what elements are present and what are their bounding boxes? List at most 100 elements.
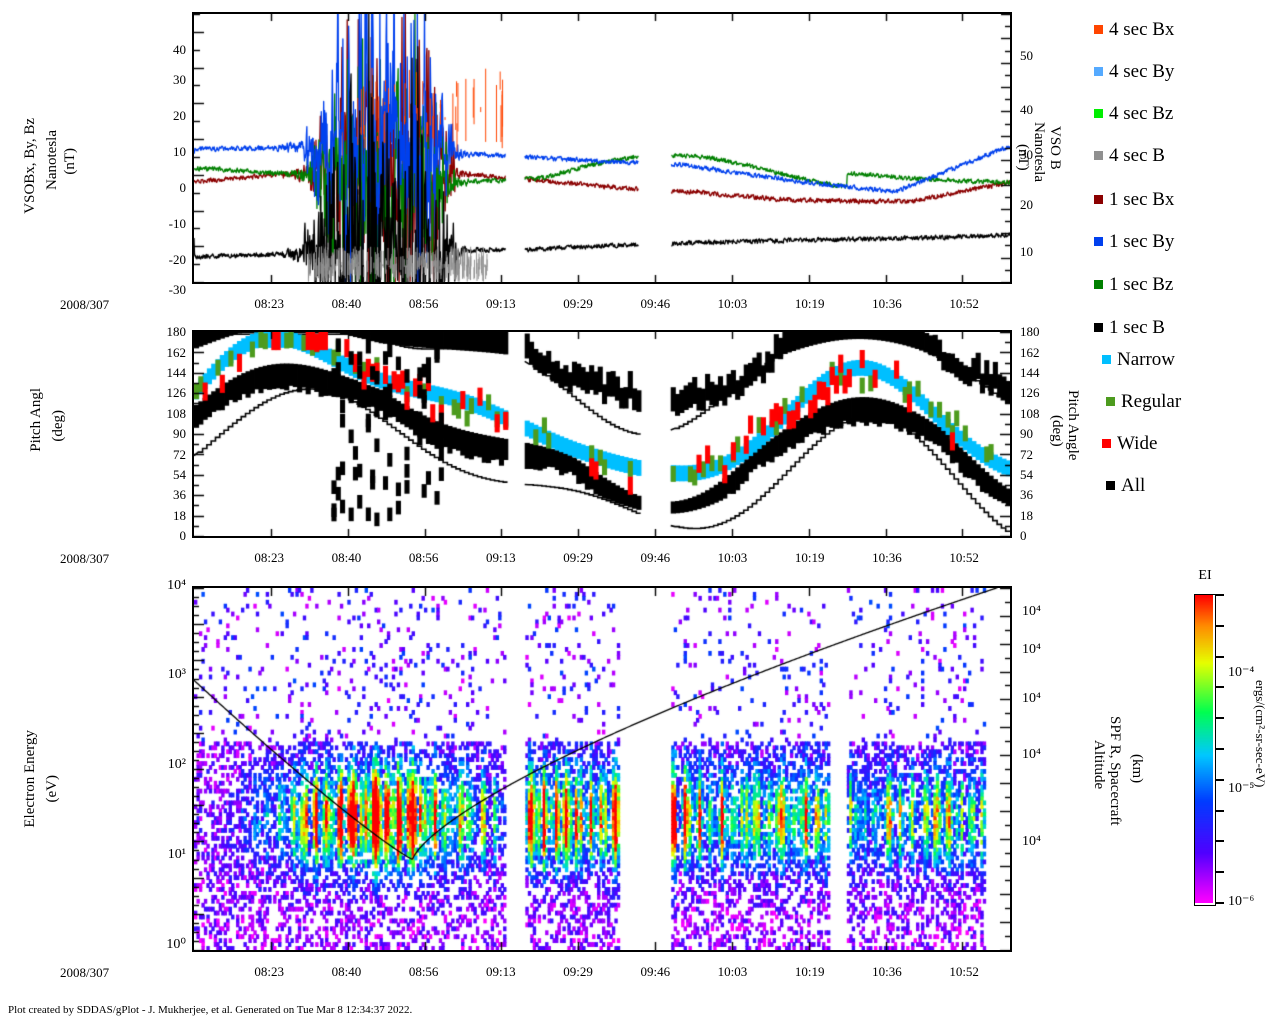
legend-item-1-sec-bx[interactable]: 1 sec Bx	[1094, 190, 1174, 209]
magr-ytick-40: 40	[1020, 102, 1033, 117]
pitch-ytick-54: 54	[173, 467, 186, 482]
pitchr-ytick-144: 144	[1020, 365, 1040, 380]
xtick-label: 10:36	[872, 964, 902, 979]
pitch-ylabel-left: Pitch Angl	[28, 388, 44, 452]
electron-energy-spectrogram-canvas	[194, 588, 1010, 950]
xtick-label: 10:36	[872, 550, 902, 565]
legend-swatch-icon	[1094, 109, 1103, 118]
spec-ylabel-right-3: (km)	[1129, 754, 1145, 784]
pitch-ytick-108: 108	[166, 406, 187, 421]
mag-ytick-m30: -30	[168, 282, 186, 297]
pitch-ytick-90: 90	[173, 426, 186, 441]
mag-ytick-40: 40	[173, 42, 186, 57]
pitch-ytick-72: 72	[173, 447, 186, 462]
xtick-label: 08:23	[254, 296, 285, 311]
colorbar-tick	[1216, 655, 1224, 658]
xtick-label: 08:40	[331, 550, 362, 565]
mag-ylabel-left-2: Nanotesla	[44, 130, 60, 190]
mag-ylabel-right: VSO B	[1047, 126, 1063, 170]
legend-item-label: Narrow	[1117, 349, 1176, 370]
legend-swatch-icon	[1094, 195, 1103, 204]
colorbar	[1194, 594, 1216, 906]
cbar-tick-1e-6: 10⁻⁶	[1228, 894, 1255, 909]
xtick-label: 09:46	[640, 964, 671, 979]
pitchr-ytick-126: 126	[1020, 385, 1040, 400]
pitch-ytick-0: 0	[179, 528, 187, 543]
pitch-ylabel-right: Pitch Angle	[1065, 390, 1081, 461]
xtick-label: 10:52	[949, 550, 979, 565]
colorbar-tick	[1216, 902, 1224, 904]
spec-ytick-1e3: 10³	[167, 667, 186, 682]
colorbar-tick	[1216, 748, 1224, 750]
legend-swatch-icon	[1094, 151, 1103, 160]
mag-left-ticklabels: 40 30 20 10 0 -10 -20 -30	[140, 12, 186, 297]
legend-item-regular[interactable]: Regular	[1106, 392, 1181, 411]
specr-ytick-2: 10⁴	[1022, 691, 1041, 706]
legend-item-label: Regular	[1121, 391, 1182, 412]
xtick-label: 09:46	[640, 550, 671, 565]
colorbar-tick	[1216, 871, 1224, 874]
xtick-label: 08:56	[408, 296, 439, 311]
legend-item-4-sec-by[interactable]: 4 sec By	[1094, 62, 1174, 81]
legend-swatch-icon	[1102, 355, 1111, 364]
legend: 4 sec Bx 4 sec By 4 sec Bz 4 sec B 1 sec Bx 1…	[1082, 10, 1272, 520]
mag-ylabel-left: VSOBx, By, Bz	[22, 118, 38, 214]
xtick-label: 10:19	[794, 550, 825, 565]
xtick-label: 10:19	[794, 964, 825, 979]
legend-item-narrow[interactable]: Narrow	[1102, 350, 1175, 369]
pitch-ytick-126: 126	[166, 385, 187, 400]
cbar-tick-1e-4: 10⁻⁴	[1228, 665, 1255, 680]
pitchr-ytick-18: 18	[1020, 508, 1033, 523]
xtick-label: 09:13	[486, 550, 516, 565]
specr-ytick-4: 10⁴	[1022, 834, 1041, 849]
legend-swatch-icon	[1094, 237, 1103, 246]
legend-item-label: Wide	[1117, 433, 1158, 454]
xtick-label: 10:52	[949, 964, 979, 979]
pitchr-ytick-90: 90	[1020, 426, 1033, 441]
legend-swatch-icon	[1094, 280, 1103, 289]
pitch-date-label: 2008/307	[60, 551, 110, 566]
legend-item-wide[interactable]: Wide	[1102, 434, 1157, 453]
mag-ylabel-right-3: (nT)	[1015, 144, 1031, 171]
legend-item-label: All	[1121, 475, 1146, 496]
legend-item-4-sec-bx[interactable]: 4 sec Bx	[1094, 20, 1174, 39]
mag-date-label: 2008/307	[60, 297, 110, 312]
legend-item-label: 1 sec Bx	[1109, 189, 1175, 210]
xtick-label: 10:36	[872, 296, 902, 311]
xtick-label: 09:29	[563, 964, 593, 979]
spec-xticklabels: 08:23 08:40 08:56 09:13 09:29 09:46 10:03 10:19…	[192, 964, 1012, 982]
legend-swatch-icon	[1094, 67, 1103, 76]
xtick-label: 10:03	[717, 964, 748, 979]
xtick-label: 08:40	[331, 964, 362, 979]
electron-energy-spectrogram-panel	[192, 586, 1012, 952]
pitch-angle-panel	[192, 330, 1012, 538]
legend-item-label: 4 sec Bx	[1109, 19, 1175, 40]
legend-item-label: 1 sec Bz	[1109, 274, 1174, 295]
colorbar-tick	[1216, 809, 1224, 812]
legend-item-label: 4 sec B	[1109, 145, 1165, 166]
legend-item-all[interactable]: All	[1106, 476, 1145, 495]
legend-item-1-sec-bz[interactable]: 1 sec Bz	[1094, 275, 1173, 294]
magr-ytick-50: 50	[1020, 48, 1033, 63]
pitch-ylabel-left-2: (deg)	[50, 410, 66, 442]
mag-ytick-m10: -10	[168, 216, 186, 231]
pitchr-ytick-0: 0	[1020, 528, 1027, 543]
xtick-label: 10:52	[949, 296, 979, 311]
legend-item-4-sec-b[interactable]: 4 sec B	[1094, 146, 1165, 165]
xtick-label: 10:19	[794, 296, 825, 311]
legend-item-1-sec-b[interactable]: 1 sec B	[1094, 318, 1165, 337]
legend-item-1-sec-by[interactable]: 1 sec By	[1094, 232, 1174, 251]
mag-xticklabels: 08:23 08:40 08:56 09:13 09:29 09:46 10:03 10:19…	[192, 296, 1012, 314]
legend-item-label: 4 sec By	[1109, 61, 1175, 82]
spec-right-ticklabels: 10⁴ 10⁴ 10⁴ 10⁴ 10⁴	[1022, 586, 1072, 952]
mag-ytick-20: 20	[173, 108, 186, 123]
magr-ytick-30: 30	[1020, 147, 1033, 162]
spec-ylabel-left-2: (eV)	[44, 775, 60, 803]
cbar-tick-1e-5: 10⁻⁵	[1228, 781, 1255, 796]
xtick-label: 08:56	[408, 964, 439, 979]
pitchr-ytick-108: 108	[1020, 406, 1040, 421]
legend-item-4-sec-bz[interactable]: 4 sec Bz	[1094, 104, 1173, 123]
colorbar-tick	[1216, 686, 1224, 689]
colorbar-tick	[1216, 717, 1224, 720]
spec-ytick-1e0: 10⁰	[166, 937, 186, 952]
